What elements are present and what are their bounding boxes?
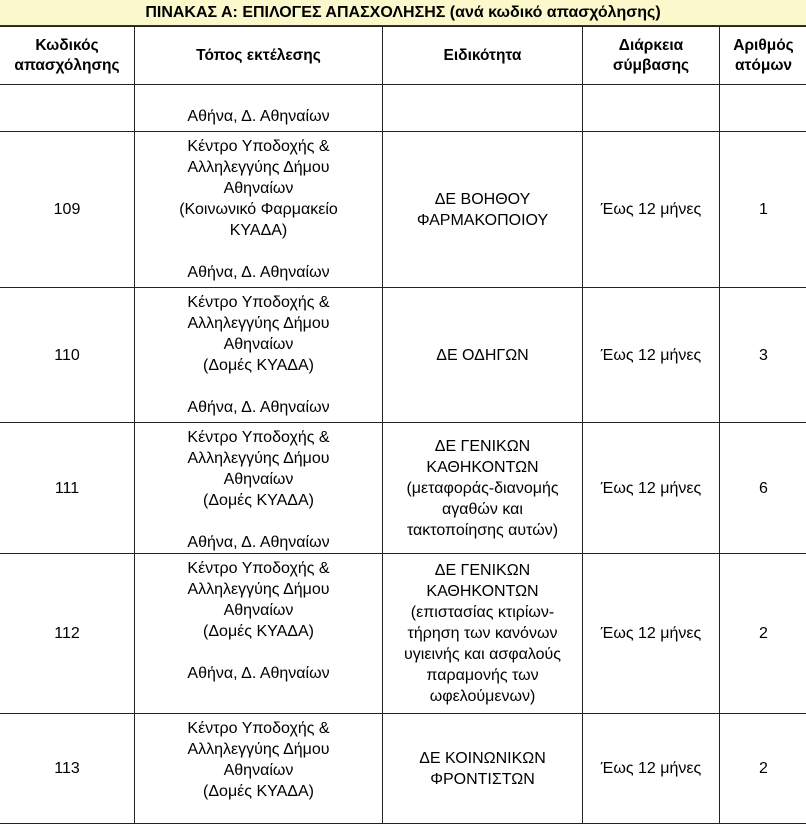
cell-count — [720, 85, 806, 132]
cell-code: 113 — [0, 714, 135, 824]
cell-place: Αθήνα, Δ. Αθηναίων — [135, 85, 383, 132]
cell-duration: Έως 12 μήνες — [583, 714, 720, 824]
employment-table: Κωδικός απασχόλησης Τόπος εκτέλεσης Ειδι… — [0, 26, 806, 824]
cell-count: 6 — [720, 423, 806, 554]
cell-specialty: ΔΕ ΚΟΙΝΩΝΙΚΩΝ ΦΡΟΝΤΙΣΤΩΝ — [383, 714, 583, 824]
cell-place: Κέντρο Υποδοχής & Αλληλεγγύης Δήμου Αθην… — [135, 554, 383, 714]
cell-specialty: ΔΕ ΓΕΝΙΚΩΝ ΚΑΘΗΚΟΝΤΩΝ (επιστασίας κτιρίω… — [383, 554, 583, 714]
header-row: Κωδικός απασχόλησης Τόπος εκτέλεσης Ειδι… — [0, 27, 806, 85]
cell-specialty — [383, 85, 583, 132]
cell-code: 109 — [0, 132, 135, 288]
cell-code — [0, 85, 135, 132]
cell-duration: Έως 12 μήνες — [583, 423, 720, 554]
cell-code: 111 — [0, 423, 135, 554]
header-place: Τόπος εκτέλεσης — [135, 27, 383, 85]
cell-duration: Έως 12 μήνες — [583, 288, 720, 423]
cell-specialty: ΔΕ ΒΟΗΘΟΥ ΦΑΡΜΑΚΟΠΟΙΟΥ — [383, 132, 583, 288]
header-code: Κωδικός απασχόλησης — [0, 27, 135, 85]
cell-specialty: ΔΕ ΟΔΗΓΩΝ — [383, 288, 583, 423]
table-title: ΠΙΝΑΚΑΣ Α: ΕΠΙΛΟΓΕΣ ΑΠΑΣΧΟΛΗΣΗΣ (ανά κωδ… — [0, 0, 806, 26]
cell-place: Κέντρο Υποδοχής & Αλληλεγγύης Δήμου Αθην… — [135, 132, 383, 288]
cell-place: Κέντρο Υποδοχής & Αλληλεγγύης Δήμου Αθην… — [135, 423, 383, 554]
cell-code: 112 — [0, 554, 135, 714]
cell-count: 1 — [720, 132, 806, 288]
cell-duration: Έως 12 μήνες — [583, 554, 720, 714]
cell-count: 2 — [720, 714, 806, 824]
cell-code: 110 — [0, 288, 135, 423]
table-row: Αθήνα, Δ. Αθηναίων — [0, 85, 806, 132]
cell-place: Κέντρο Υποδοχής & Αλληλεγγύης Δήμου Αθην… — [135, 714, 383, 824]
cell-count: 3 — [720, 288, 806, 423]
header-duration: Διάρκεια σύμβασης — [583, 27, 720, 85]
cell-count: 2 — [720, 554, 806, 714]
cell-duration — [583, 85, 720, 132]
cell-specialty: ΔΕ ΓΕΝΙΚΩΝ ΚΑΘΗΚΟΝΤΩΝ (μεταφοράς-διανομή… — [383, 423, 583, 554]
header-specialty: Ειδικότητα — [383, 27, 583, 85]
cell-place: Κέντρο Υποδοχής & Αλληλεγγύης Δήμου Αθην… — [135, 288, 383, 423]
header-count: Αριθμός ατόμων — [720, 27, 806, 85]
cell-duration: Έως 12 μήνες — [583, 132, 720, 288]
